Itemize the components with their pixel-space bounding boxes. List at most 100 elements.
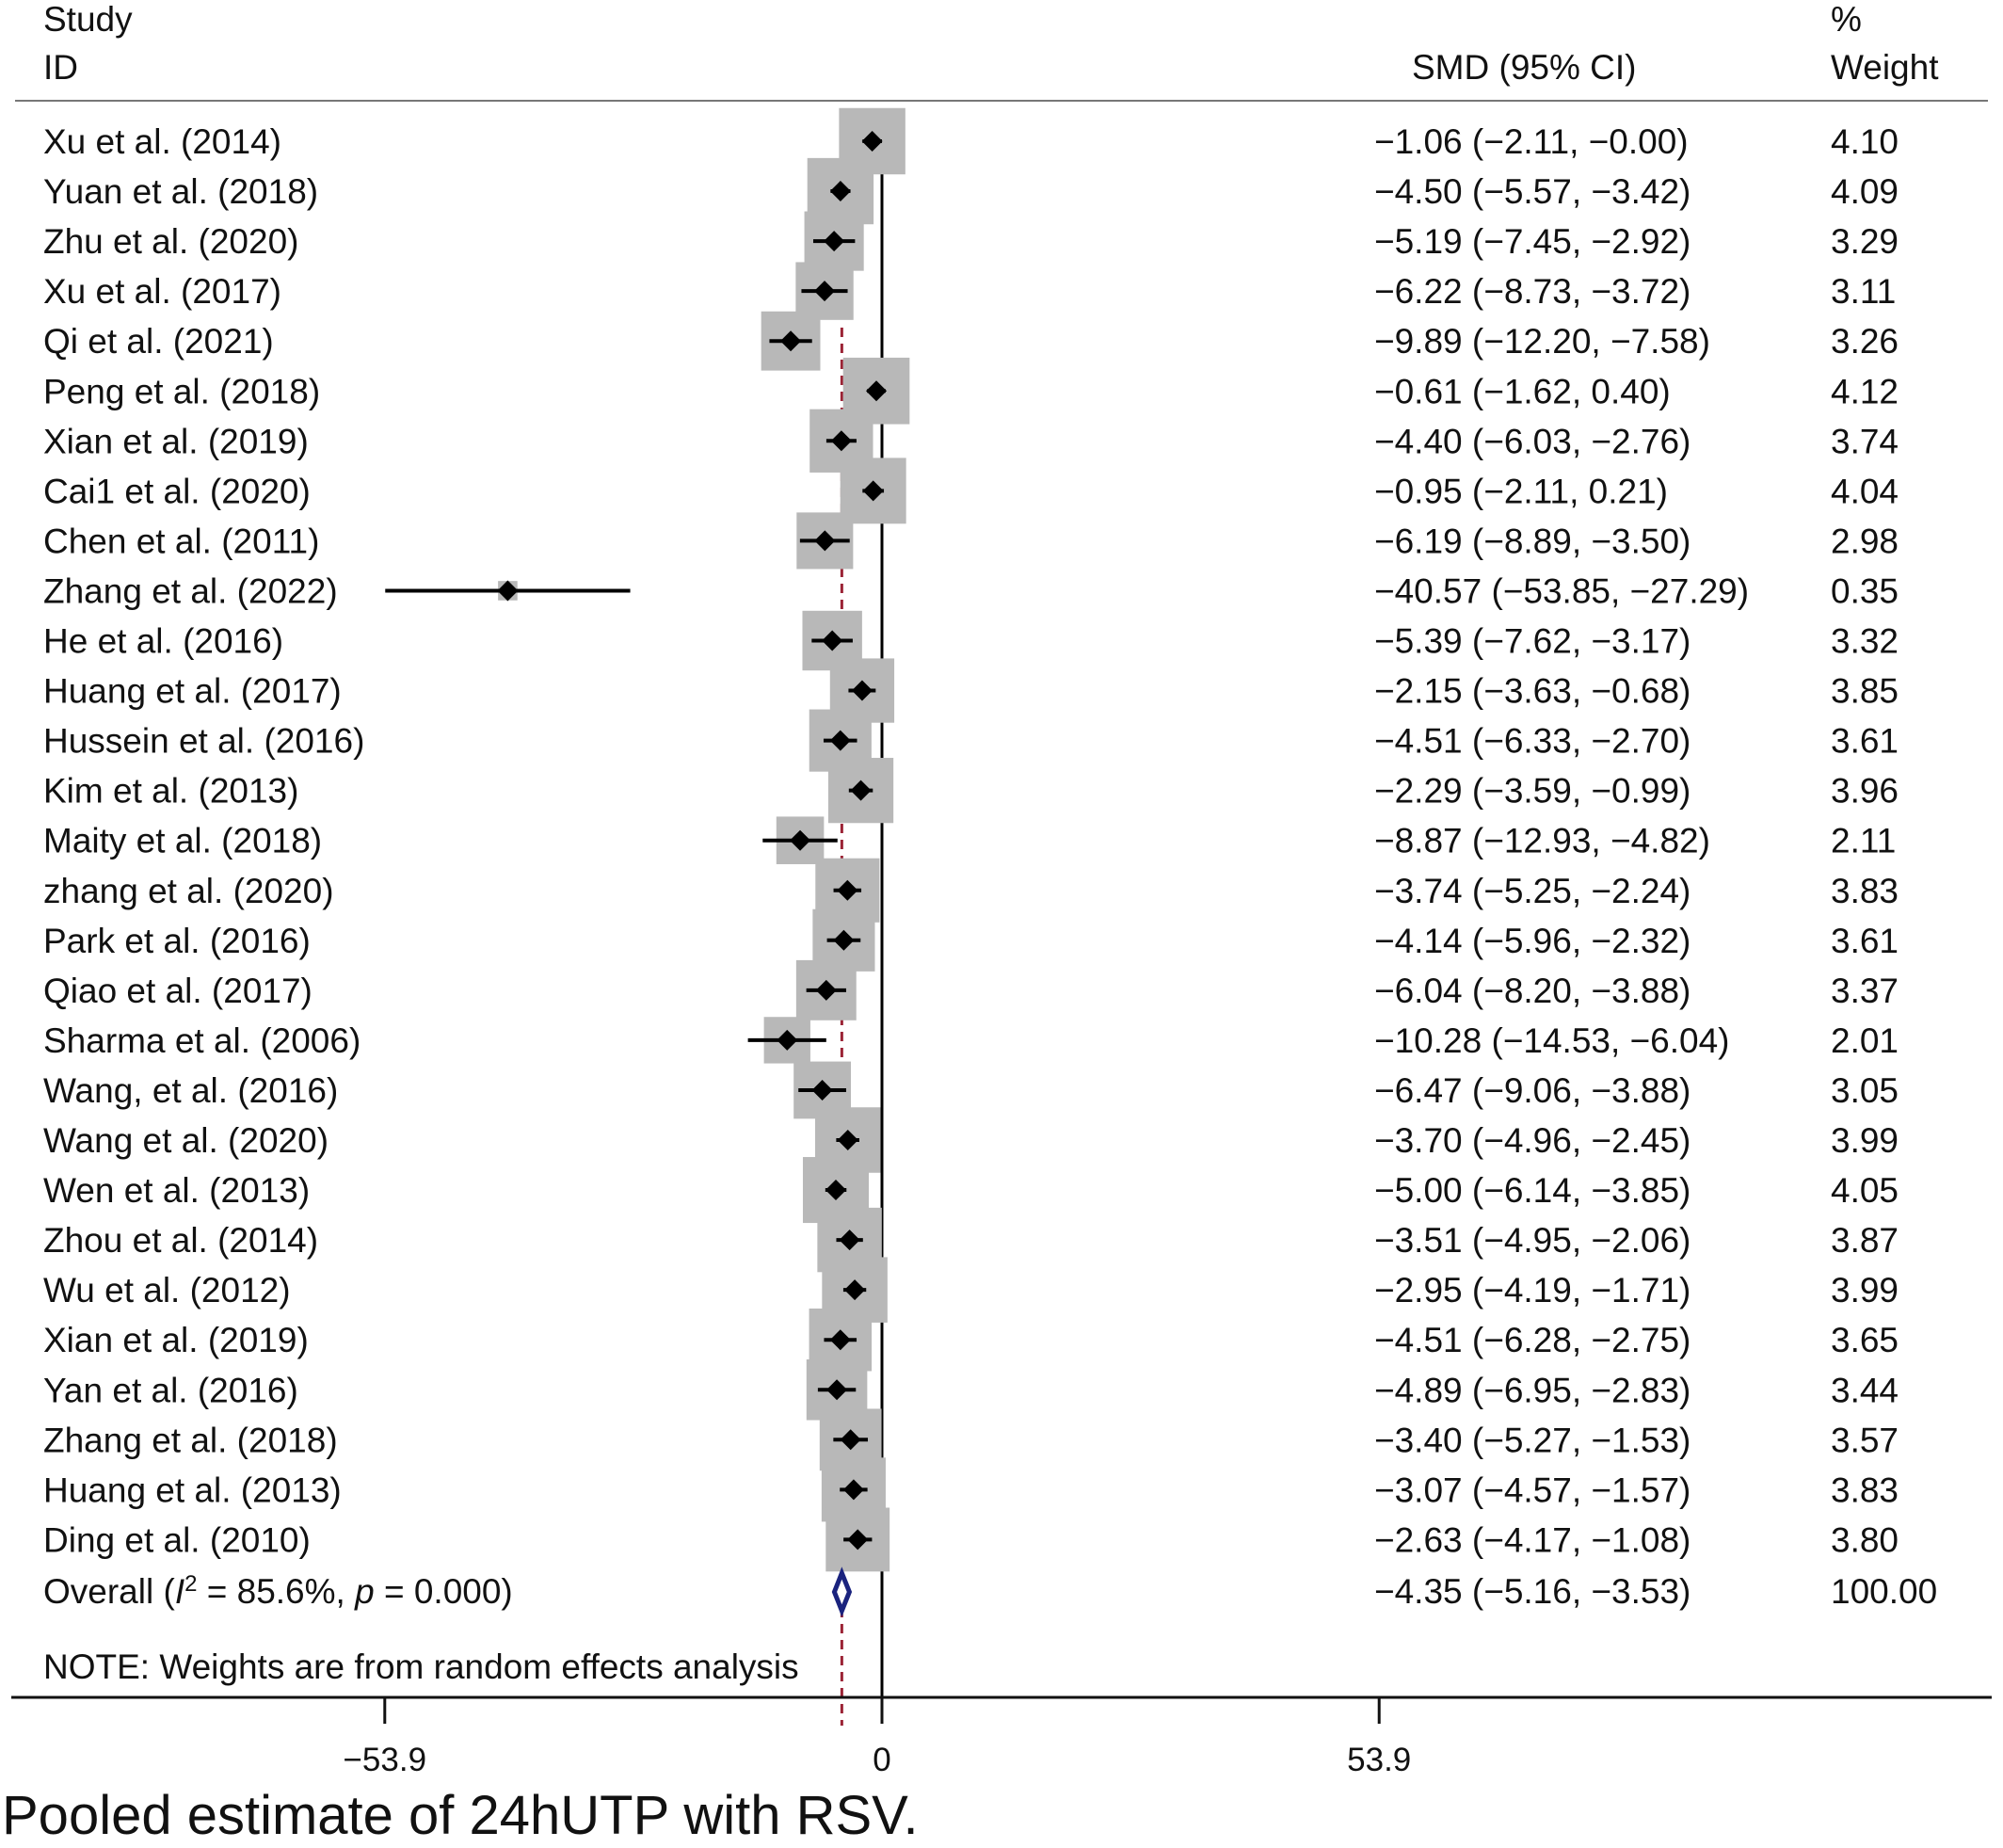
study-weight-text: 2.11 [1831, 822, 1896, 860]
point-estimate-marker [811, 1079, 833, 1101]
study-ci-text: −8.87 (−12.93, −4.82) [1374, 822, 1710, 860]
header-percent-label: % [1831, 0, 1862, 39]
study-ci-text: −2.29 (−3.59, −0.99) [1374, 772, 1691, 811]
study-ci-text: −6.19 (−8.89, −3.50) [1374, 522, 1691, 560]
point-estimate-marker [780, 330, 802, 352]
point-estimate-marker [837, 879, 858, 901]
study-weight-text: 3.44 [1831, 1371, 1899, 1409]
study-ci-text: −4.50 (−5.57, −3.42) [1374, 172, 1691, 211]
study-ci-text: −5.19 (−7.45, −2.92) [1374, 222, 1691, 261]
point-estimate-marker [826, 1379, 848, 1401]
header-id-label: ID [43, 48, 78, 87]
weights-note: NOTE: Weights are from random effects an… [43, 1647, 799, 1686]
study-label: Zhang et al. (2018) [43, 1421, 338, 1459]
overall-label: Overall (I2 = 85.6%, p = 0.000) [43, 1571, 513, 1612]
point-estimate-marker [814, 281, 836, 302]
study-ci-text: −1.06 (−2.11, −0.00) [1374, 122, 1689, 161]
study-ci-text: −4.14 (−5.96, −2.32) [1374, 922, 1691, 960]
study-label: Yan et al. (2016) [43, 1371, 298, 1409]
study-weight-text: 3.74 [1831, 422, 1899, 460]
point-estimate-marker [829, 1329, 851, 1351]
study-label: Ding et al. (2010) [43, 1520, 311, 1559]
study-weight-text: 3.32 [1831, 622, 1899, 661]
study-ci-text: −6.04 (−8.20, −3.88) [1374, 972, 1691, 1010]
study-ci-text: −2.15 (−3.63, −0.68) [1374, 672, 1691, 711]
x-tick-label: 53.9 [1347, 1742, 1411, 1778]
study-label: Wu et al. (2012) [43, 1271, 291, 1310]
study-label: Huang et al. (2017) [43, 672, 342, 711]
overall-ci-text: −4.35 (−5.16, −3.53) [1374, 1572, 1691, 1611]
point-estimate-marker [861, 131, 883, 152]
study-label: Maity et al. (2018) [43, 822, 322, 860]
point-estimate-marker [824, 231, 845, 252]
x-tick-label: −53.9 [343, 1742, 426, 1778]
point-estimates [497, 131, 888, 1617]
point-estimate-marker [866, 380, 888, 402]
study-weight-text: 3.85 [1831, 672, 1899, 711]
study-ci-text: −10.28 (−14.53, −6.04) [1374, 1021, 1730, 1060]
study-label: Kim et al. (2013) [43, 772, 298, 811]
study-label: Qiao et al. (2017) [43, 972, 312, 1010]
study-weight-text: 3.61 [1831, 922, 1899, 960]
point-estimate-marker [837, 1130, 858, 1150]
study-ci-text: −3.07 (−4.57, −1.57) [1374, 1470, 1691, 1509]
x-axis-ticks: −53.9 0 53.9 [343, 1697, 1411, 1778]
study-weight-text: 3.26 [1831, 322, 1899, 361]
study-weight-text: 4.10 [1831, 122, 1899, 161]
study-weight-text: 3.99 [1831, 1121, 1899, 1160]
weight-boxes [498, 107, 910, 1572]
point-estimate-marker [844, 1279, 866, 1301]
study-weight-text: 3.83 [1831, 1470, 1899, 1509]
study-weight-text: 3.11 [1831, 272, 1896, 311]
study-label: He et al. (2016) [43, 622, 283, 661]
study-weight-text: 3.37 [1831, 972, 1899, 1010]
study-label: Wen et al. (2013) [43, 1171, 310, 1210]
point-estimate-marker [790, 829, 811, 851]
study-weight-text: 3.05 [1831, 1071, 1899, 1110]
study-ci-text: −6.22 (−8.73, −3.72) [1374, 272, 1691, 311]
point-estimate-marker [814, 530, 836, 552]
study-weight-text: 3.61 [1831, 722, 1899, 761]
study-ci-text: −5.00 (−6.14, −3.85) [1374, 1171, 1691, 1210]
overall-weight-text: 100.00 [1831, 1572, 1937, 1611]
study-weight-text: 4.12 [1831, 372, 1899, 410]
study-weight-text: 3.99 [1831, 1271, 1899, 1310]
study-label: Huang et al. (2013) [43, 1470, 342, 1509]
study-weight-text: 3.80 [1831, 1520, 1899, 1559]
study-weight-text: 4.09 [1831, 172, 1899, 211]
study-ci-text: −4.89 (−6.95, −2.83) [1374, 1371, 1691, 1409]
study-ci-text: −3.51 (−4.95, −2.06) [1374, 1221, 1691, 1260]
point-estimate-marker [840, 1429, 861, 1451]
point-estimate-marker [862, 480, 884, 502]
point-estimate-marker [825, 1180, 846, 1201]
study-ci-text: −40.57 (−53.85, −27.29) [1374, 571, 1749, 610]
study-weight-text: 3.57 [1831, 1421, 1899, 1459]
study-ci-text: −3.40 (−5.27, −1.53) [1374, 1421, 1691, 1459]
study-weight-text: 3.96 [1831, 772, 1899, 811]
point-estimate-marker [829, 730, 851, 751]
study-ci-text: −5.39 (−7.62, −3.17) [1374, 622, 1691, 661]
point-estimate-marker [833, 929, 855, 951]
study-ci-text: −4.40 (−6.03, −2.76) [1374, 422, 1691, 460]
point-estimate-marker [822, 630, 843, 651]
study-ci-text: −3.70 (−4.96, −2.45) [1374, 1121, 1691, 1160]
figure-caption: Pooled estimate of 24hUTP with RSV. [2, 1785, 919, 1846]
point-estimate-marker [497, 580, 519, 602]
study-label: Zhou et al. (2014) [43, 1221, 318, 1260]
x-tick-label: 0 [873, 1742, 890, 1778]
header-effect-label: SMD (95% CI) [1412, 48, 1636, 87]
point-estimate-marker [777, 1029, 798, 1051]
point-estimate-marker [847, 1529, 869, 1551]
study-label: Xu et al. (2017) [43, 272, 281, 311]
study-label: Chen et al. (2011) [43, 522, 319, 560]
point-estimate-marker [839, 1229, 860, 1251]
study-label: Sharma et al. (2006) [43, 1021, 361, 1060]
study-ci-text: −3.74 (−5.25, −2.24) [1374, 872, 1691, 910]
study-ci-text: −4.51 (−6.28, −2.75) [1374, 1321, 1691, 1359]
study-label: Park et al. (2016) [43, 922, 311, 960]
study-ci-text: −2.63 (−4.17, −1.08) [1374, 1520, 1691, 1559]
study-label: Wang, et al. (2016) [43, 1071, 338, 1110]
point-estimate-marker [850, 779, 872, 801]
header-weight-label: Weight [1831, 48, 1939, 87]
